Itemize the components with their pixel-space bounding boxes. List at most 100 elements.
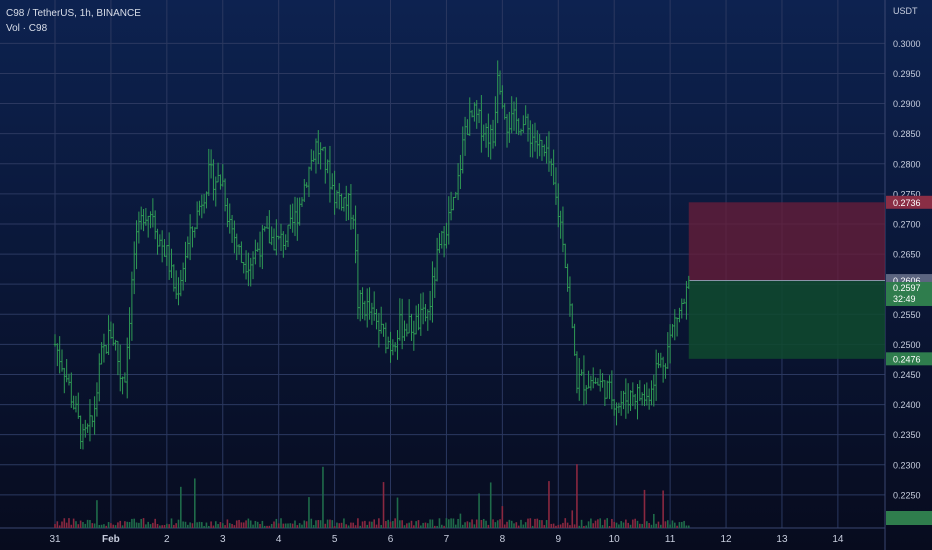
volume-bar (322, 466, 324, 528)
time-tick-label: 9 (555, 534, 561, 545)
volume-bar (177, 519, 180, 528)
price-tick-label: 0.2450 (893, 370, 921, 380)
volume-bar (240, 522, 243, 528)
time-tick-label: 6 (388, 534, 394, 545)
time-tick-label: 31 (49, 534, 61, 545)
volume-bar (471, 519, 473, 528)
volume-bar (424, 522, 427, 528)
volume-bar (259, 524, 261, 528)
volume-bar (580, 519, 583, 528)
current-price-tag (886, 281, 932, 306)
volume-bar (56, 521, 59, 528)
volume-bar (196, 522, 198, 528)
volume-bar (606, 518, 609, 528)
volume-bar (436, 525, 438, 528)
volume-bar (543, 525, 546, 528)
volume-bar (536, 518, 539, 528)
volume-bar (604, 519, 606, 528)
volume-axis-tag (886, 511, 932, 525)
volume-bar (261, 520, 264, 528)
volume-bar (548, 481, 550, 528)
price-tick-label: 0.2650 (893, 250, 921, 260)
volume-bar (524, 522, 527, 528)
volume-bar (175, 523, 177, 528)
volume-bar (373, 519, 376, 528)
volume-bar (564, 518, 567, 528)
volume-bar (517, 525, 520, 528)
symbol-title: C98 / TetherUS, 1h, BINANCE (6, 8, 141, 19)
volume-bar (382, 482, 385, 528)
volume-bar (249, 520, 252, 528)
volume-bar (331, 520, 334, 528)
volume-bar (576, 464, 578, 528)
volume-bar (103, 524, 105, 528)
volume-bar (422, 522, 424, 528)
price-tick-label: 0.2300 (893, 460, 921, 470)
volume-bar (333, 525, 336, 528)
volume-bar (499, 519, 501, 528)
volume-bar (385, 521, 387, 528)
price-tick-label: 0.2750 (893, 189, 921, 199)
volume-bar (287, 523, 289, 528)
volume-bar (366, 524, 369, 528)
volume-bar (194, 478, 196, 528)
time-tick-label: 5 (332, 534, 338, 545)
volume-bar (82, 522, 84, 528)
volume-bar (487, 524, 490, 528)
volume-bar (89, 520, 91, 528)
volume-bar (140, 518, 143, 528)
volume-bar (454, 524, 457, 528)
target-price-label: 0.2476 (893, 354, 921, 364)
volume-bar (135, 522, 138, 528)
volume-bar (403, 525, 406, 528)
volume-bar (408, 522, 410, 528)
stop-loss-zone[interactable] (688, 202, 885, 281)
volume-bar (650, 524, 653, 528)
volume-bar (352, 522, 355, 528)
volume-bar (396, 497, 399, 528)
volume-bar (152, 522, 154, 528)
volume-bar (61, 521, 63, 528)
volume-bar (492, 519, 494, 528)
stop-price-tag (886, 195, 932, 209)
volume-bar (156, 523, 159, 528)
volume-bar (189, 522, 191, 528)
price-tick-label: 0.2700 (893, 219, 921, 229)
volume-bar (326, 519, 329, 528)
volume-bar (634, 518, 636, 528)
volume-bar (676, 525, 678, 528)
volume-bar (475, 519, 478, 528)
volume-bar (161, 525, 163, 528)
price-tick-label: 0.2550 (893, 310, 921, 320)
volume-bar (587, 521, 590, 528)
volume-bar (387, 519, 389, 528)
volume-bar (284, 523, 287, 528)
volume-bar (70, 524, 73, 528)
volume-bar (443, 525, 445, 528)
volume-bar (242, 522, 245, 528)
volume-bar (378, 518, 380, 528)
volume-bar (520, 519, 522, 528)
volume-bar (221, 523, 224, 528)
volume-bar (515, 522, 518, 528)
volume-bar (627, 522, 629, 528)
volume-bar (303, 520, 306, 528)
volume-bar (464, 522, 466, 528)
volume-bar (590, 518, 592, 528)
volume-bar (252, 524, 254, 528)
take-profit-zone[interactable] (688, 280, 885, 359)
volume-bar (268, 525, 271, 528)
volume-bar (347, 525, 350, 528)
target-price-tag (886, 352, 932, 366)
volume-bar (494, 522, 497, 528)
volume-bar (224, 525, 226, 528)
volume-bar (266, 525, 268, 528)
volume-bar (415, 521, 417, 528)
volume-bar (597, 519, 599, 528)
price-tick-label: 0.2900 (893, 99, 921, 109)
volume-bar (214, 521, 217, 528)
volume-bar (235, 520, 238, 528)
volume-bar (180, 486, 182, 528)
